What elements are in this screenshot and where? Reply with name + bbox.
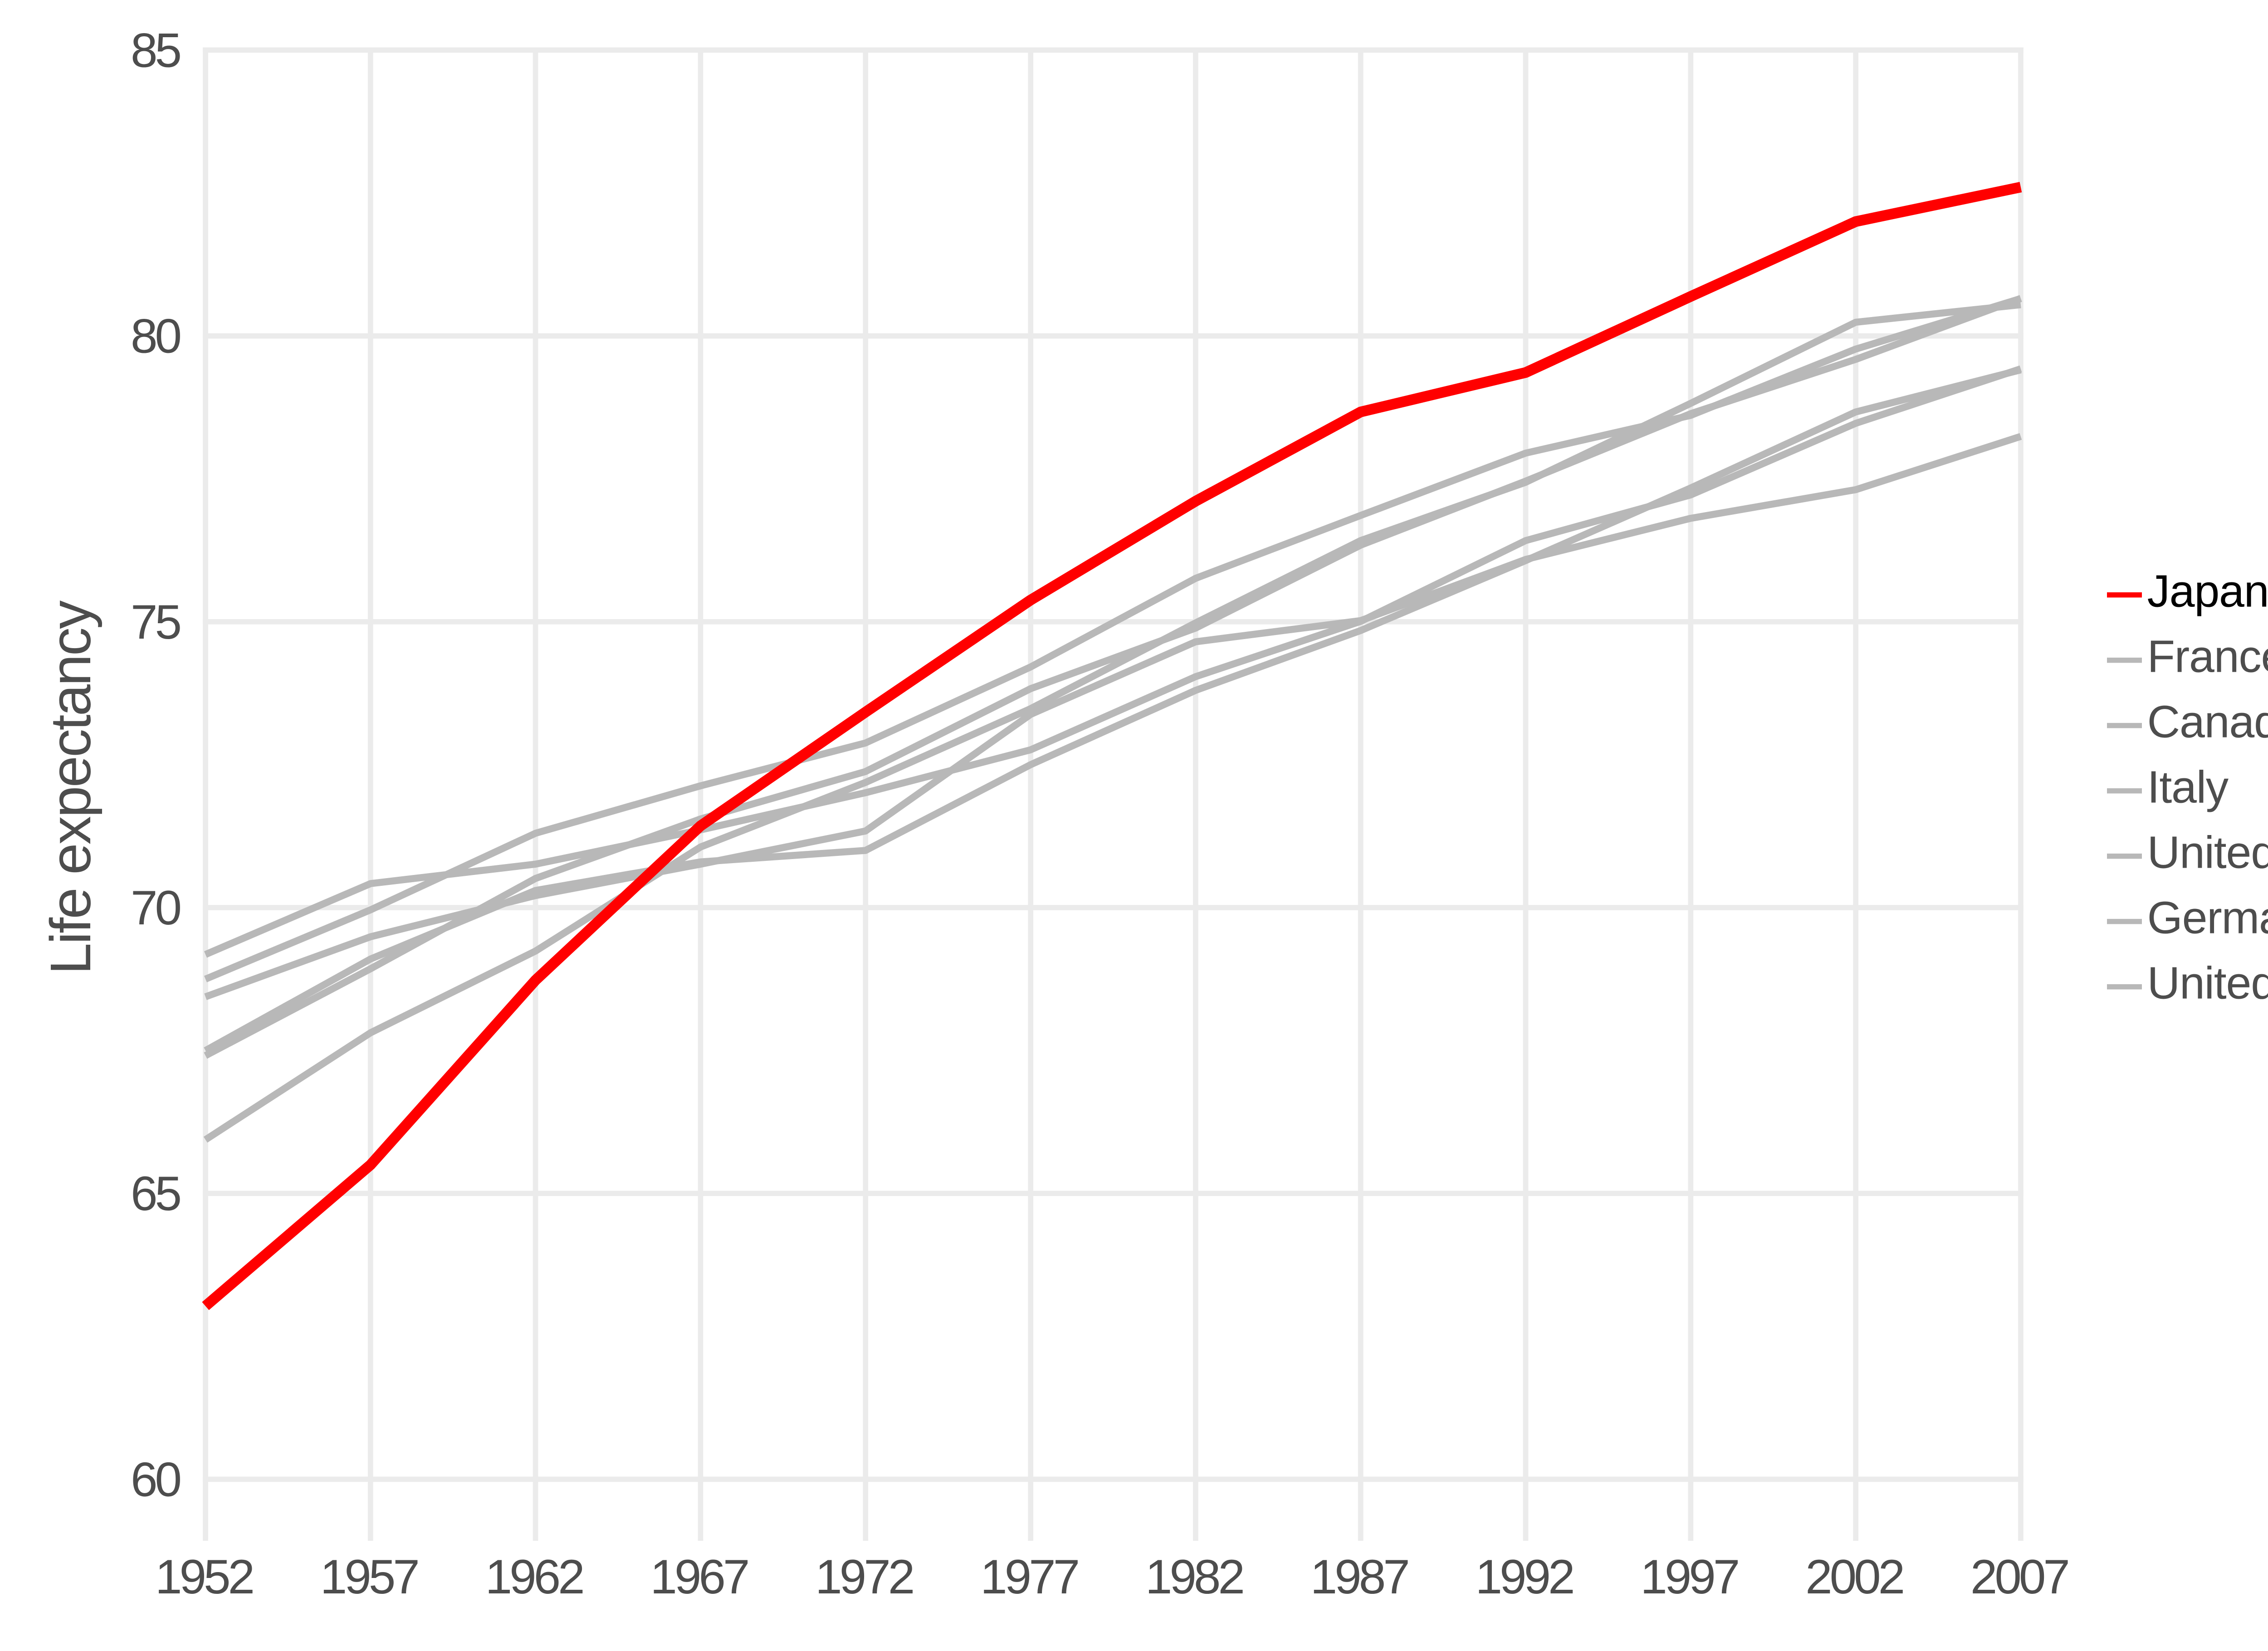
svg-text:Japan: Japan [2147,566,2268,617]
svg-text:1987: 1987 [1310,1549,1408,1604]
svg-text:1992: 1992 [1475,1549,1573,1604]
svg-text:70: 70 [131,880,181,935]
svg-text:United States: United States [2147,958,2268,1009]
svg-text:1977: 1977 [980,1549,1078,1604]
svg-text:1972: 1972 [815,1549,913,1604]
svg-text:1982: 1982 [1145,1549,1243,1604]
svg-text:75: 75 [131,595,181,649]
svg-text:65: 65 [131,1166,181,1221]
svg-text:France: France [2147,631,2268,682]
svg-text:1962: 1962 [485,1549,583,1604]
svg-text:Italy: Italy [2147,762,2229,813]
svg-text:2007: 2007 [1970,1549,2068,1604]
svg-text:60: 60 [131,1452,181,1506]
svg-text:1957: 1957 [320,1549,418,1604]
svg-text:80: 80 [131,309,181,363]
svg-text:Canada: Canada [2147,697,2268,747]
svg-text:1952: 1952 [155,1549,253,1604]
svg-text:1967: 1967 [650,1549,748,1604]
svg-text:85: 85 [131,23,181,77]
svg-text:1997: 1997 [1640,1549,1738,1604]
svg-text:Germany: Germany [2147,893,2268,943]
svg-text:Life expectancy: Life expectancy [39,601,103,975]
svg-text:United Kingdom: United Kingdom [2147,827,2268,878]
svg-text:2002: 2002 [1805,1549,1903,1604]
